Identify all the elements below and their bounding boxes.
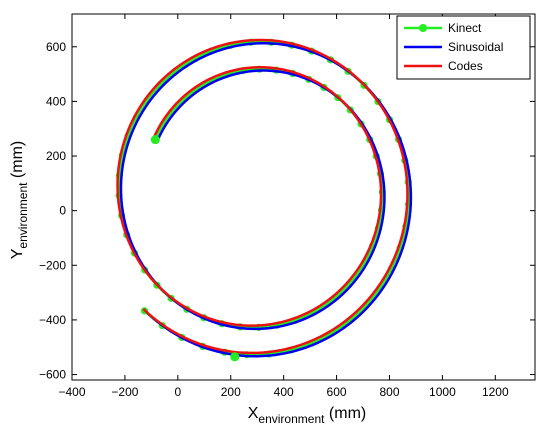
x-tick-label: 1000 [429, 385, 456, 399]
y-tick-label: 600 [46, 40, 66, 54]
x-tick-label: 0 [174, 385, 181, 399]
y-axis-title: Yenvironment (mm) [9, 141, 30, 259]
legend-label-codes: Codes [448, 59, 483, 73]
y-axis-title-sub: environment [16, 182, 30, 249]
series-line-codes [116, 38, 409, 355]
y-tick-label: −600 [39, 368, 66, 382]
x-tick-label: 200 [221, 385, 241, 399]
plot-lines [115, 38, 413, 362]
legend-label-sinusoidal: Sinusoidal [448, 40, 503, 54]
x-axis-title-unit: (mm) [324, 405, 366, 422]
y-axis-title-unit: (mm) [9, 141, 26, 183]
x-axis-title-base: X [248, 405, 259, 422]
legend: Kinect Sinusoidal Codes [396, 15, 531, 80]
y-tick-label: 400 [46, 94, 66, 108]
x-axis-ticks: −400 −200 0 200 400 600 800 1000 1200 [58, 14, 509, 399]
legend-marker-kinect [419, 24, 427, 32]
x-axis-title: Xenvironment (mm) [248, 405, 366, 426]
y-axis-title-base: Y [9, 248, 26, 259]
y-tick-label: −400 [39, 313, 66, 327]
plot-frame [71, 13, 536, 381]
x-axis-title-sub: environment [258, 412, 325, 426]
y-axis-ticks: −600 −400 −200 0 200 400 600 [39, 40, 535, 382]
y-tick-label: 0 [59, 204, 66, 218]
x-tick-label: 400 [274, 385, 294, 399]
trajectory-start-marker [150, 135, 160, 145]
legend-label-kinect: Kinect [448, 21, 482, 35]
x-tick-label: 800 [379, 385, 399, 399]
y-tick-label: −200 [39, 258, 66, 272]
y-tick-label: 200 [46, 149, 66, 163]
trajectory-end-marker [230, 352, 240, 362]
x-tick-label: 600 [327, 385, 347, 399]
x-tick-label: 1200 [482, 385, 509, 399]
x-tick-label: −200 [111, 385, 138, 399]
x-tick-label: −400 [58, 385, 85, 399]
